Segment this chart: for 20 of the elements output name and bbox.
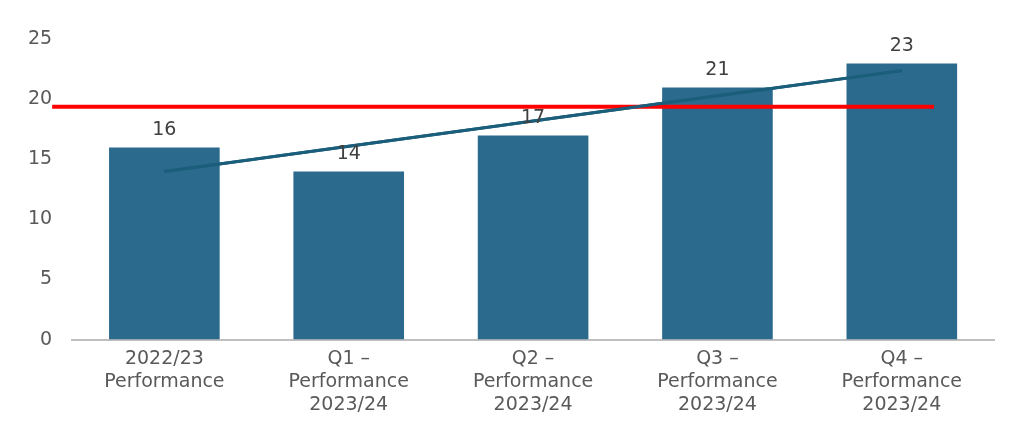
bar [477, 135, 589, 340]
x-tick-label: Q3 – Performance 2023/24 [657, 345, 778, 414]
y-tick-label: 25 [27, 26, 53, 49]
data-label: 14 [336, 140, 361, 163]
x-tick-label: Q4 – Performance 2023/24 [841, 345, 963, 414]
bar [293, 171, 405, 340]
y-tick-label: 0 [40, 326, 53, 349]
y-tick-label: 15 [27, 146, 53, 169]
x-tick-label: Q2 – Performance 2023/24 [472, 345, 594, 414]
data-label: 21 [705, 56, 730, 79]
data-label: 23 [889, 32, 914, 55]
y-tick-label: 10 [27, 206, 53, 229]
data-label: 16 [152, 116, 177, 139]
y-tick-label: 20 [27, 86, 53, 109]
x-tick-label: Q1 – Performance 2023/24 [288, 345, 409, 414]
bar [662, 87, 773, 340]
x-tick-label: 2022/23 Performance [104, 345, 225, 391]
bar [109, 147, 220, 340]
bar [846, 63, 958, 340]
y-tick-label: 5 [40, 266, 53, 289]
